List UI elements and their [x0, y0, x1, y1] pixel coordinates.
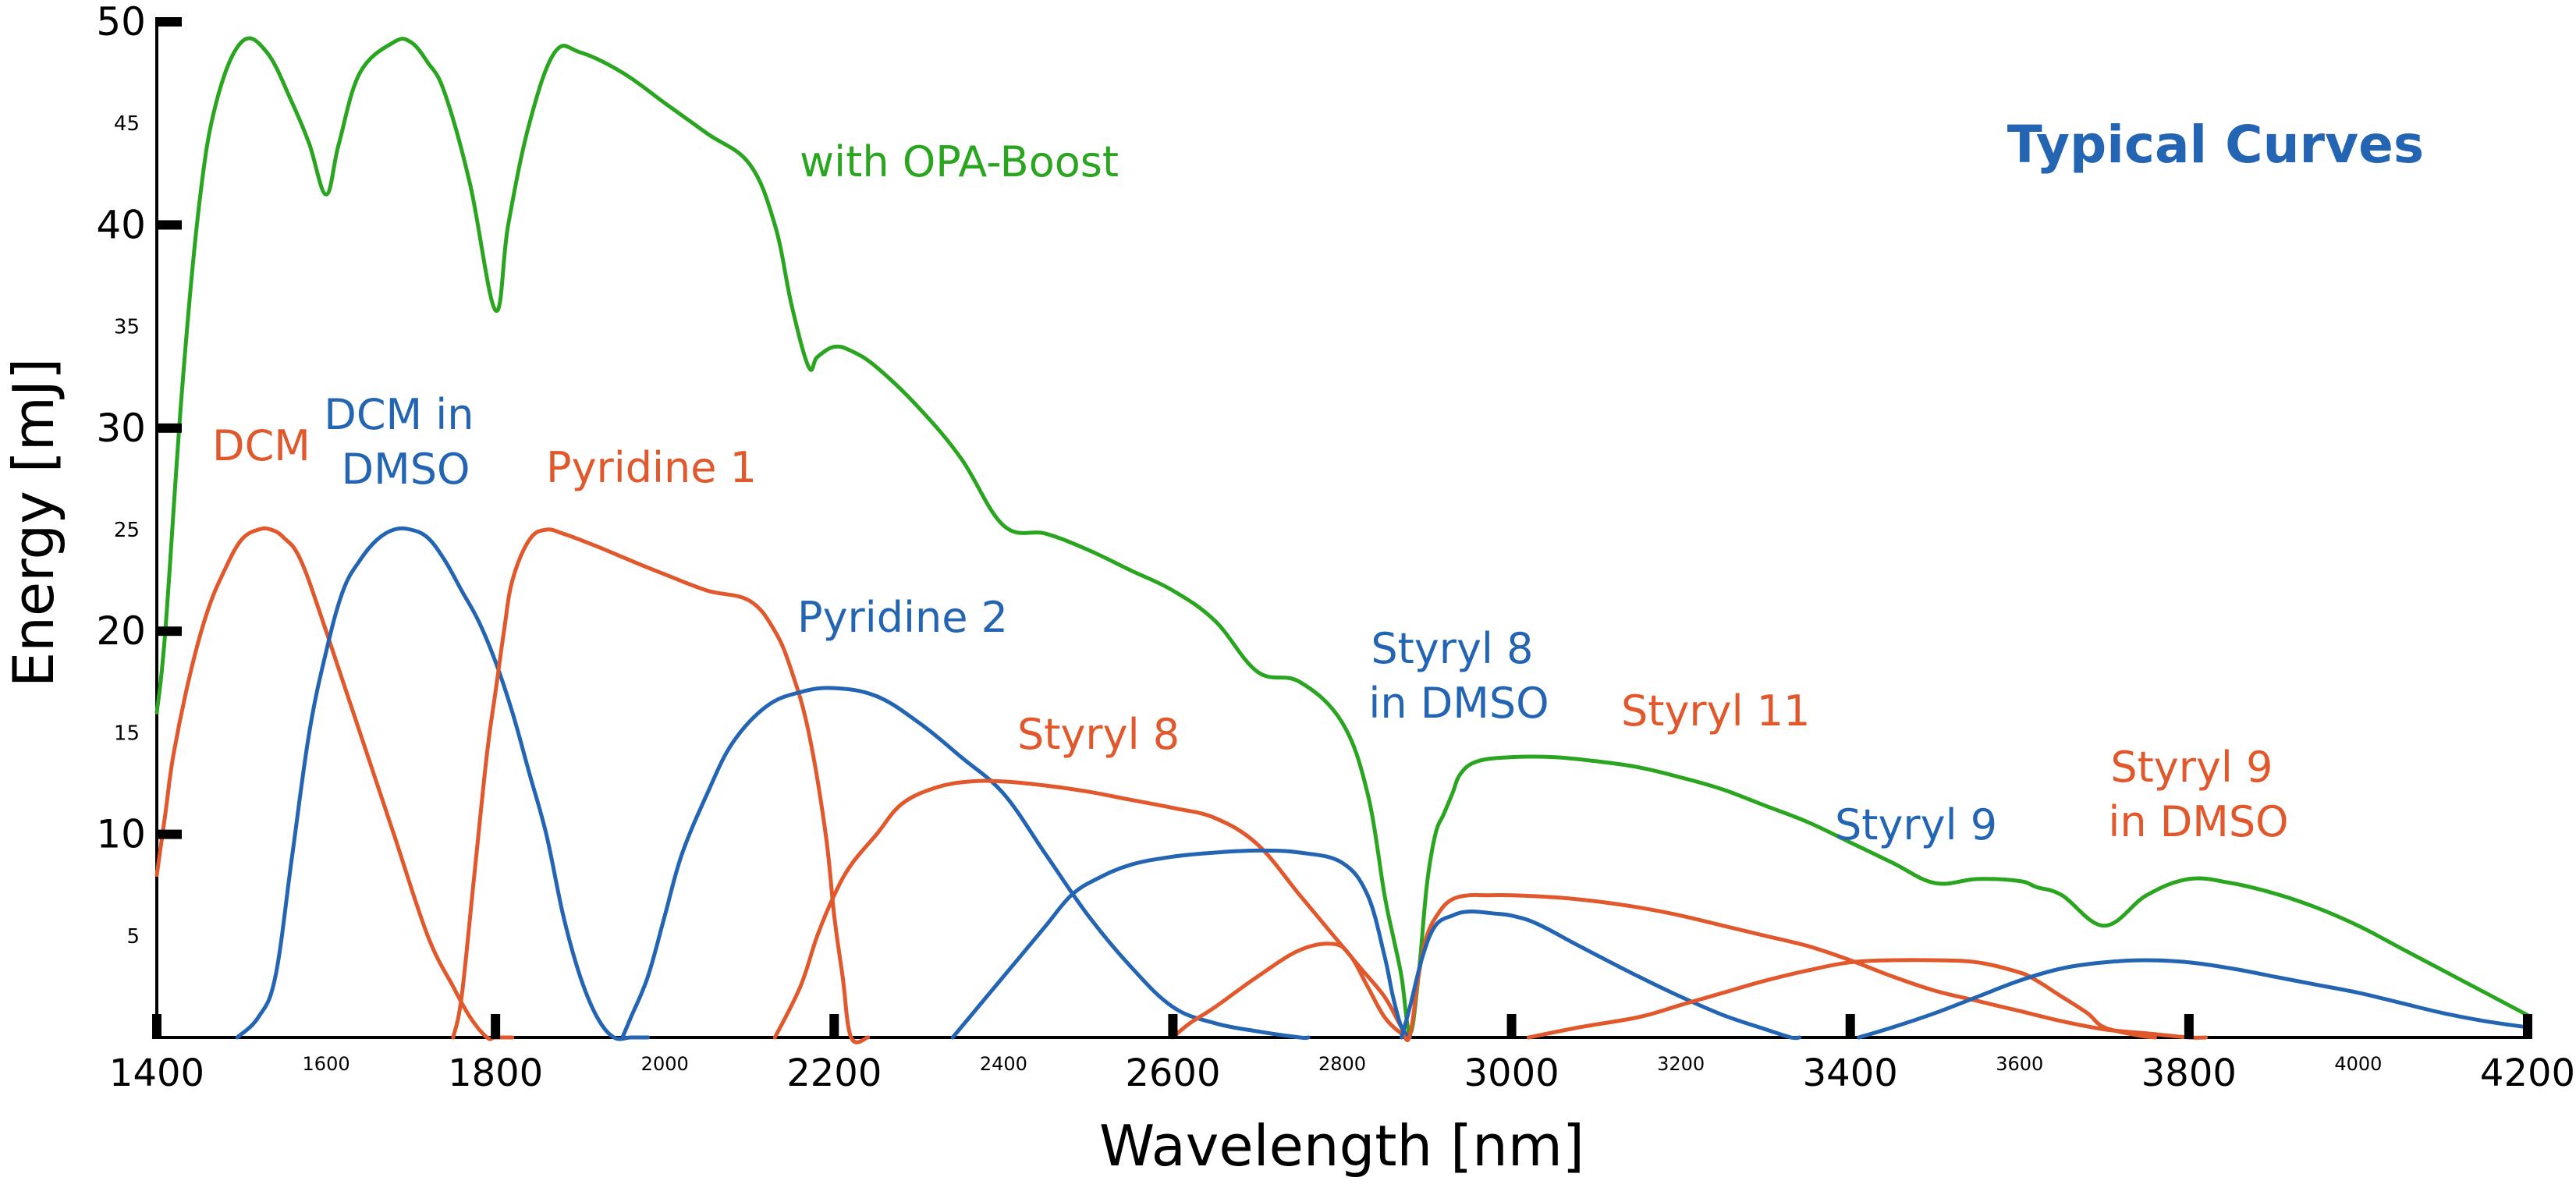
series-line-styryl-11: [1170, 892, 2209, 1042]
y-tick-label-40: 40: [96, 202, 146, 247]
y-tick-label-25: 25: [114, 519, 140, 542]
y-tick-label-30: 30: [96, 406, 146, 451]
label-dcm: DCM: [212, 421, 310, 470]
x-tick-label-4000: 4000: [2334, 1053, 2382, 1075]
x-tick-label-3000: 3000: [1464, 1051, 1559, 1095]
label-pyridine-1: Pyridine 1: [546, 443, 757, 492]
x-tick-label-1600: 1600: [303, 1053, 350, 1075]
label-styryl-9: Styryl 9: [1835, 800, 1997, 849]
x-tick-mark-3400: [1845, 1014, 1855, 1039]
series-line-styryl-8-in-dmso: [950, 848, 1412, 1040]
series-line-unlabeled-10: [1857, 958, 2530, 1040]
label-dcm-in-dmso-line2: DMSO: [342, 445, 470, 494]
y-ticks: 10 20 30 40 50 5 15 25 35 45: [96, 0, 182, 949]
y-tick-label-15: 15: [114, 722, 140, 745]
series-line-styryl-8: [772, 778, 1412, 1040]
y-tick-mark-50: [155, 17, 182, 27]
y-tick-mark-20: [155, 626, 182, 637]
label-styryl-8-in-dmso-line2: in DMSO: [1368, 679, 1549, 728]
x-tick-label-1400: 1400: [109, 1051, 204, 1095]
x-tick-mark-2600: [1168, 1014, 1178, 1039]
y-tick-mark-40: [155, 220, 182, 230]
series-line-dcm-in-dmso: [235, 526, 650, 1041]
label-styryl-8-in-dmso-line1: Styryl 8: [1371, 624, 1533, 673]
label-styryl-8: Styryl 8: [1017, 710, 1180, 759]
label-with-opa-boost: with OPA-Boost: [800, 137, 1119, 186]
curves-layer: [154, 36, 2530, 1044]
y-tick-label-50: 50: [96, 0, 146, 44]
series-line-dcm: [154, 526, 515, 1041]
label-dcm-in-dmso: DCM in DMSO: [324, 390, 487, 494]
x-tick-mark-4200: [2523, 1014, 2532, 1039]
x-tick-mark-1400: [152, 1014, 161, 1039]
y-tick-label-5: 5: [126, 925, 140, 949]
y-tick-mark-30: [155, 423, 182, 433]
x-tick-label-3400: 3400: [1803, 1051, 1898, 1095]
x-tick-mark-3000: [1506, 1014, 1517, 1039]
y-axis-label: Energy [mJ]: [1, 358, 66, 688]
chart-title: Typical Curves: [2007, 115, 2424, 175]
series-line-with-opa-boost: [154, 36, 2530, 1036]
label-styryl-8-in-dmso: Styryl 8 in DMSO: [1368, 624, 1549, 728]
x-tick-mark-2200: [829, 1014, 839, 1039]
label-styryl-9-in-dmso: Styryl 9 in DMSO: [2108, 743, 2288, 846]
x-tick-label-2400: 2400: [980, 1053, 1027, 1075]
series-line-pyridine-1: [451, 527, 871, 1044]
x-tick-label-3800: 3800: [2141, 1051, 2237, 1095]
y-tick-mark-10: [155, 829, 182, 839]
label-pyridine-2: Pyridine 2: [797, 593, 1008, 642]
x-tick-label-2800: 2800: [1318, 1053, 1366, 1075]
x-axis-label: Wavelength [nm]: [1099, 1113, 1584, 1179]
y-tick-label-10: 10: [96, 812, 146, 857]
y-tick-label-20: 20: [96, 608, 146, 654]
series-line-styryl-9-in-dmso: [1526, 958, 2157, 1040]
label-styryl-9-in-dmso-line1: Styryl 9: [2110, 743, 2273, 792]
series-line-styryl-9: [1400, 910, 1802, 1041]
label-styryl-9-in-dmso-line2: in DMSO: [2108, 797, 2288, 846]
x-tick-mark-1800: [491, 1014, 501, 1039]
x-tick-label-3200: 3200: [1657, 1053, 1705, 1075]
x-tick-label-3600: 3600: [1996, 1053, 2043, 1075]
x-tick-label-2000: 2000: [641, 1053, 689, 1075]
label-styryl-11: Styryl 11: [1621, 686, 1810, 736]
series-line-pyridine-2: [620, 686, 1311, 1041]
x-tick-label-1800: 1800: [448, 1051, 543, 1095]
label-dcm-in-dmso-line1: DCM in: [324, 390, 474, 439]
x-tick-label-4200: 4200: [2480, 1051, 2575, 1095]
x-ticks: 1400 1800 2200 2600 3000 3400 3800 4200 1600 2000…: [109, 1014, 2575, 1095]
x-tick-label-2200: 2200: [786, 1051, 882, 1095]
x-tick-label-2600: 2600: [1125, 1051, 1220, 1095]
y-tick-label-45: 45: [114, 112, 140, 136]
x-tick-mark-3800: [2184, 1014, 2194, 1039]
y-tick-label-35: 35: [114, 316, 140, 339]
